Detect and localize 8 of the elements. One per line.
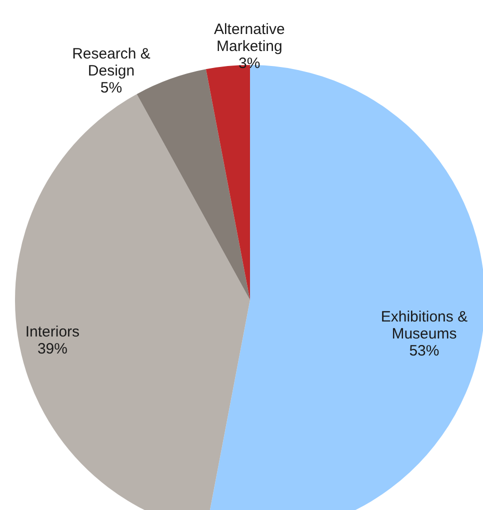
slice-label: Research & Design bbox=[72, 45, 150, 80]
slice-label: Exhibitions & Museums bbox=[380, 308, 468, 342]
data-label: 39% bbox=[37, 340, 68, 358]
data-label: 3% bbox=[238, 55, 260, 72]
data-label: 5% bbox=[100, 79, 122, 96]
slice-label: Interiors bbox=[25, 323, 80, 340]
slice-label: Alternative Marketing bbox=[214, 21, 285, 56]
data-label: 53% bbox=[409, 342, 440, 360]
